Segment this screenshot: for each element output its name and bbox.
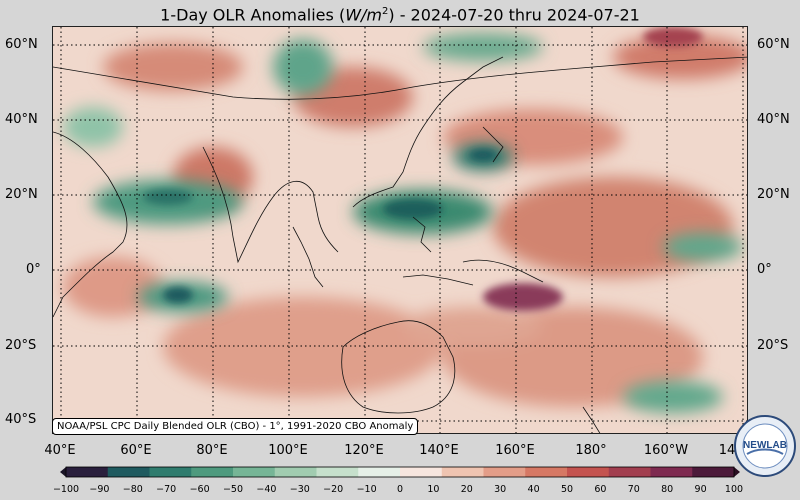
colorbar-tick-label: −40 xyxy=(256,484,277,495)
colorbar-cell xyxy=(191,467,234,477)
colorbar-tick-label: 80 xyxy=(661,484,674,495)
lat-label-right-40n: 40°N xyxy=(757,112,790,127)
colorbar-cell xyxy=(66,467,109,477)
colorbar-tick-label: −30 xyxy=(289,484,310,495)
colorbar-cell xyxy=(441,467,484,477)
colorbar-cell xyxy=(608,467,651,477)
colorbar-cell xyxy=(149,467,192,477)
positive-anomaly-regions xyxy=(63,35,747,407)
lon-label-40e: 40°E xyxy=(44,443,76,458)
lon-label-120e: 120°E xyxy=(344,443,384,458)
colorbar-cell xyxy=(400,467,443,477)
title-suffix: ) - 2024-07-20 thru 2024-07-21 xyxy=(388,5,640,25)
colorbar-cell xyxy=(107,467,150,477)
colorbar-tick-label: −60 xyxy=(189,484,210,495)
colorbar-tick-label: −50 xyxy=(222,484,244,495)
strong-negative-anomaly xyxy=(143,149,497,303)
lon-label-160e: 160°E xyxy=(495,443,535,458)
lat-label-left-equator: 0° xyxy=(26,262,41,277)
colorbar-tick-label: −100 xyxy=(52,484,80,495)
title-prefix: 1-Day OLR Anomalies ( xyxy=(160,5,346,25)
lat-label-left-40n: 40°N xyxy=(5,112,38,127)
lat-label-right-equator: 0° xyxy=(757,262,772,277)
lon-label-160w: 160°W xyxy=(643,443,689,458)
colorbar-tick-label: 60 xyxy=(594,484,607,495)
colorbar-cell xyxy=(692,467,735,477)
lat-label-right-60n: 60°N xyxy=(757,37,790,52)
colorbar-tick-label: 20 xyxy=(460,484,473,495)
lon-label-60e: 60°E xyxy=(120,443,152,458)
colorbar xyxy=(60,466,740,478)
colorbar-tick-label: −80 xyxy=(122,484,143,495)
graticule xyxy=(53,27,747,433)
colorbar-tick-label: 10 xyxy=(427,484,440,495)
olr-anomaly-map xyxy=(52,26,748,434)
colorbar-tick-label: 0 xyxy=(396,484,404,495)
colorbar-tick-label: 70 xyxy=(627,484,640,495)
lat-label-left-20s: 20°S xyxy=(5,338,37,353)
colorbar-tick-label: −10 xyxy=(356,484,377,495)
map-canvas xyxy=(53,27,747,433)
lon-label-100e: 100°E xyxy=(268,443,308,458)
lon-label-140w-clipped: 14 xyxy=(718,443,736,458)
lon-label-80e: 80°E xyxy=(196,443,228,458)
title-unit: W/m xyxy=(345,5,382,25)
lat-label-right-20n: 20°N xyxy=(757,187,790,202)
logo-wordmark: NEWLAB xyxy=(743,440,787,451)
colorbar-cell xyxy=(483,467,526,477)
data-source-caption: NOAA/PSL CPC Daily Blended OLR (CBO) - 1… xyxy=(52,418,419,435)
colorbar-cells xyxy=(66,467,735,477)
colorbar-outline xyxy=(65,466,735,478)
colorbar-cell xyxy=(316,467,359,477)
map-title: 1-Day OLR Anomalies (W/m2) - 2024-07-20 … xyxy=(0,0,800,26)
colorbar-tick-label: 40 xyxy=(527,484,540,495)
colorbar-cell xyxy=(233,467,276,477)
colorbar-tick-label: 100 xyxy=(724,484,744,495)
colorbar-tick-label: −20 xyxy=(323,484,344,495)
lat-label-right-20s: 20°S xyxy=(757,338,789,353)
lat-label-left-20n: 20°N xyxy=(5,187,38,202)
lat-label-left-40s: 40°S xyxy=(5,412,37,427)
lat-label-left-60n: 60°N xyxy=(5,37,38,52)
colorbar-cell xyxy=(525,467,568,477)
lon-label-140e: 140°E xyxy=(419,443,459,458)
colorbar-cell xyxy=(650,467,693,477)
title-unit-exponent: 2 xyxy=(381,6,389,17)
colorbar-max-arrow xyxy=(734,467,740,477)
colorbar-tick-label: −70 xyxy=(156,484,177,495)
noaa-psl-logo: NEWLAB xyxy=(734,415,796,477)
colorbar-cell xyxy=(274,467,317,477)
colorbar-tick-label: −90 xyxy=(89,484,110,495)
lon-label-180: 180° xyxy=(575,443,607,458)
colorbar-cell xyxy=(567,467,610,477)
colorbar-tick-label: 90 xyxy=(694,484,707,495)
deep-positive-anomaly xyxy=(483,27,703,311)
colorbar-cell xyxy=(358,467,401,477)
coastlines xyxy=(53,56,747,433)
colorbar-tick-label: 50 xyxy=(560,484,574,495)
colorbar-tick-label: 30 xyxy=(494,484,507,495)
colorbar-min-arrow xyxy=(60,467,66,477)
